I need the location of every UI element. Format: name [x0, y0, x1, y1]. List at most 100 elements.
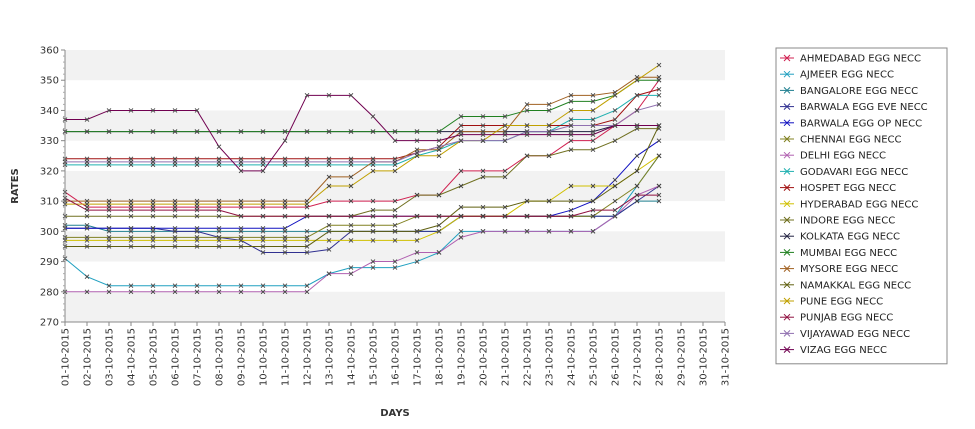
- legend-item: AHMEDABAD EGG NECC: [780, 54, 921, 65]
- data-point: [326, 174, 332, 180]
- data-point: [106, 238, 112, 243]
- x-tick-label: 26-10-2015: [611, 328, 622, 386]
- data-point: [238, 201, 244, 207]
- data-point: [436, 144, 442, 150]
- data-point: [172, 201, 178, 207]
- data-point: [348, 222, 354, 228]
- data-point: [524, 198, 530, 204]
- data-point: [436, 250, 442, 255]
- data-point: [524, 102, 530, 107]
- series-line: [65, 64, 660, 205]
- data-point: [282, 283, 288, 289]
- x-tick-label: 06-10-2015: [171, 328, 182, 386]
- data-point: [392, 259, 398, 264]
- legend-marker: [783, 54, 791, 62]
- data-point: [370, 259, 376, 264]
- data-point: [502, 204, 508, 210]
- data-point: [656, 138, 662, 143]
- data-point: [590, 147, 596, 153]
- data-point: [238, 168, 244, 174]
- data-point: [612, 117, 618, 122]
- legend-item: MUMBAI EGG NECC: [780, 248, 897, 259]
- x-tick-label: 29-10-2015: [677, 328, 688, 386]
- legend-label: CHENNAI EGG NECC: [800, 135, 902, 146]
- data-point: [634, 108, 640, 113]
- data-point: [172, 244, 178, 249]
- x-tick-label: 31-10-2015: [721, 328, 732, 386]
- data-point: [150, 283, 156, 289]
- y-tick-label: 310: [40, 197, 59, 208]
- data-point: [84, 225, 90, 231]
- x-tick-label: 07-10-2015: [193, 328, 204, 386]
- data-point: [590, 99, 596, 104]
- data-point: [546, 153, 552, 159]
- data-point: [326, 238, 332, 243]
- data-point: [106, 244, 112, 249]
- data-point: [436, 222, 442, 228]
- data-point: [128, 283, 134, 289]
- data-point: [260, 168, 266, 174]
- data-point: [634, 153, 640, 159]
- data-point: [84, 274, 90, 279]
- data-point: [172, 207, 178, 213]
- legend-box: [775, 47, 948, 365]
- data-point: [436, 229, 442, 234]
- data-point: [590, 198, 596, 204]
- data-point: [106, 201, 112, 207]
- data-point: [436, 129, 442, 134]
- data-point: [238, 159, 244, 165]
- series-line: [65, 94, 659, 172]
- data-point: [392, 265, 398, 270]
- data-point: [84, 201, 90, 207]
- data-point: [216, 289, 222, 295]
- data-point: [194, 283, 200, 289]
- x-tick-label: 19-10-2015: [457, 328, 468, 386]
- data-point: [84, 117, 90, 122]
- data-point: [150, 159, 156, 165]
- data-point: [238, 283, 244, 289]
- data-point: [370, 159, 376, 165]
- x-tick-label: 12-10-2015: [303, 328, 314, 386]
- data-point: [568, 123, 574, 128]
- data-point: [260, 244, 266, 249]
- data-point: [414, 229, 420, 234]
- data-point: [414, 238, 420, 243]
- data-point: [84, 159, 90, 165]
- data-point: [150, 289, 156, 295]
- data-point: [172, 129, 178, 134]
- data-point: [656, 62, 662, 68]
- data-point: [590, 123, 596, 128]
- data-point: [260, 213, 266, 219]
- data-point: [304, 238, 310, 243]
- legend-item: BANGALORE EGG NECC: [780, 86, 918, 97]
- x-axis: 01-10-2015 02-10-2015 03-10-2015 04-10-2015…: [61, 321, 732, 386]
- data-point: [634, 198, 640, 204]
- x-tick-label: 21-10-2015: [501, 328, 512, 386]
- data-point: [414, 192, 420, 198]
- data-point: [216, 207, 222, 213]
- data-point: [194, 159, 200, 165]
- data-point: [502, 174, 508, 180]
- data-point: [304, 250, 310, 255]
- data-point: [524, 153, 530, 159]
- data-point: [326, 198, 332, 204]
- series-mumbai-egg-necc: [62, 77, 662, 134]
- data-point: [568, 132, 574, 137]
- data-point: [216, 129, 222, 134]
- data-point: [612, 138, 618, 143]
- legend-label: BARWALA EGG OP NECC: [800, 118, 922, 129]
- data-point: [392, 138, 398, 143]
- data-point: [348, 174, 354, 180]
- series-line: [64, 79, 660, 208]
- data-point: [458, 183, 464, 189]
- data-point: [656, 86, 662, 92]
- x-tick-label: 01-10-2015: [61, 328, 72, 386]
- legend-item: VIJAYAWAD EGG NECC: [780, 329, 910, 340]
- data-point: [348, 238, 354, 243]
- data-point: [568, 229, 574, 234]
- data-point: [612, 213, 618, 219]
- data-point: [502, 123, 508, 128]
- x-tick-label: 30-10-2015: [699, 328, 710, 386]
- data-point: [392, 129, 398, 134]
- data-point: [590, 213, 596, 219]
